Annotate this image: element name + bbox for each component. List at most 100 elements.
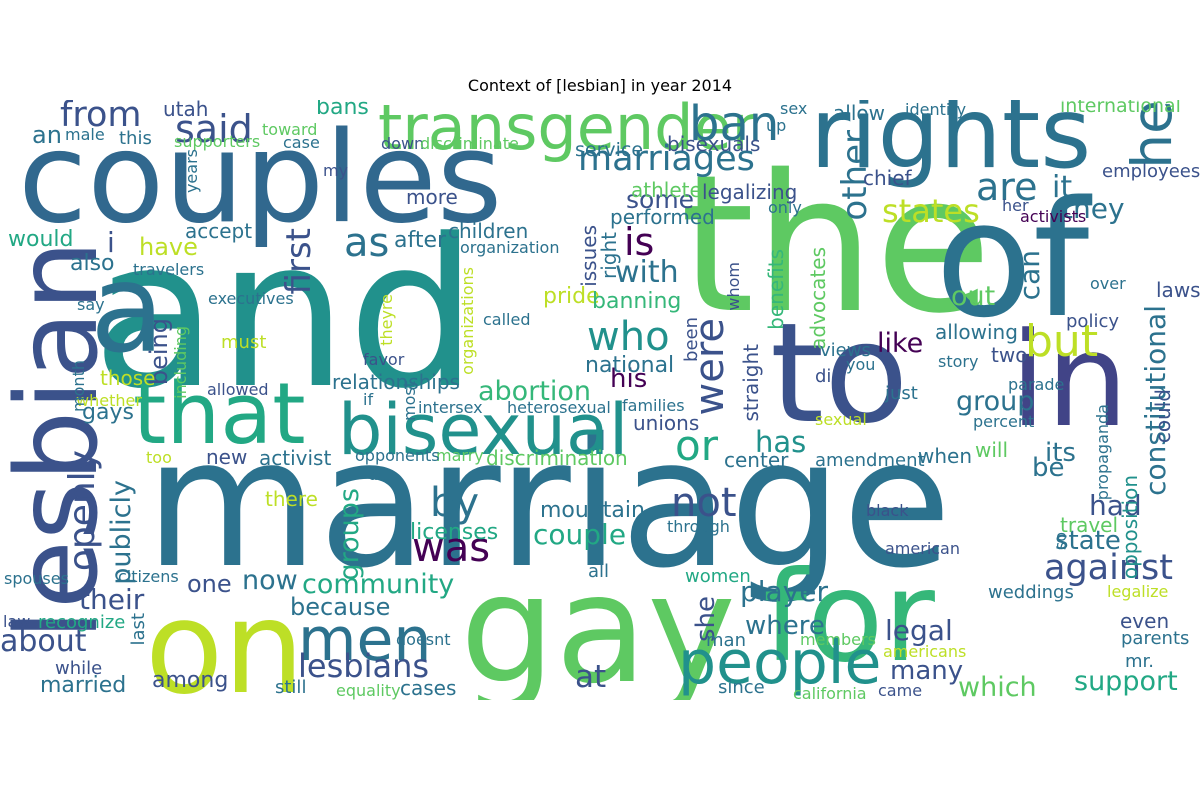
- cloud-word: benefits: [764, 249, 788, 330]
- cloud-word: was: [412, 525, 491, 571]
- cloud-word: against: [1044, 548, 1173, 588]
- cloud-word: they: [1062, 192, 1125, 225]
- cloud-word: lesbians: [298, 647, 430, 685]
- cloud-word: center: [724, 448, 789, 472]
- cloud-word: month: [69, 360, 88, 412]
- cloud-word: weddings: [988, 582, 1074, 603]
- cloud-word: theyre: [377, 294, 396, 346]
- cloud-word: there: [265, 487, 318, 511]
- cloud-word: laws: [1156, 278, 1200, 302]
- cloud-word: all: [588, 561, 610, 582]
- cloud-word: through: [667, 517, 730, 536]
- cloud-word: cases: [400, 676, 457, 700]
- cloud-word: who: [587, 314, 670, 360]
- cloud-word: down: [381, 134, 425, 153]
- cloud-word: did: [815, 366, 843, 387]
- cloud-word: i: [107, 226, 115, 259]
- cloud-word: came: [878, 681, 923, 700]
- cloud-word: ban: [689, 100, 780, 152]
- cloud-word: identity: [905, 100, 967, 119]
- cloud-word: parents: [1121, 628, 1190, 649]
- cloud-word: since: [718, 677, 765, 698]
- cloud-word: banning: [592, 289, 682, 314]
- cloud-word: its: [1045, 438, 1076, 468]
- cloud-word: members: [800, 630, 876, 649]
- cloud-word: you: [846, 355, 876, 374]
- cloud-word: male: [65, 125, 105, 144]
- cloud-word: must: [221, 332, 267, 353]
- cloud-word: couple: [533, 518, 627, 551]
- cloud-word: travel: [1060, 513, 1119, 537]
- cloud-word: now: [242, 565, 298, 596]
- cloud-word: activists: [1020, 207, 1087, 226]
- cloud-word: athletes: [631, 178, 713, 202]
- cloud-word: or: [675, 421, 718, 470]
- cloud-word: case: [283, 133, 320, 152]
- cloud-word: legal: [885, 614, 953, 647]
- cloud-word: because: [290, 593, 391, 621]
- cloud-word: straight: [739, 344, 763, 422]
- cloud-word: toward: [262, 120, 318, 139]
- cloud-word: accept: [185, 219, 253, 243]
- cloud-word: right: [597, 232, 621, 279]
- cloud-word: even: [1120, 609, 1170, 633]
- cloud-word: over: [1090, 274, 1126, 293]
- cloud-word: will: [975, 438, 1009, 462]
- cloud-word: called: [483, 310, 531, 329]
- cloud-word: new: [206, 445, 248, 469]
- cloud-word: bisexual: [338, 389, 629, 471]
- cloud-word: discriminate: [420, 134, 519, 153]
- cloud-word: one: [187, 570, 232, 598]
- cloud-word: those: [100, 366, 156, 390]
- cloud-word: too: [146, 448, 172, 467]
- cloud-word: this: [119, 128, 152, 149]
- cloud-word: executives: [208, 289, 294, 308]
- word-cloud: and marriage the of couples to in gay rights a on f…: [0, 100, 1200, 700]
- cloud-word: man: [706, 630, 746, 651]
- cloud-word: travelers: [133, 260, 205, 279]
- cloud-word: do: [368, 465, 388, 484]
- cloud-word: where: [745, 611, 825, 641]
- cloud-word: in: [1010, 304, 1129, 456]
- cloud-word: organizations: [458, 267, 477, 375]
- cloud-word: to: [770, 293, 909, 454]
- cloud-word: when: [918, 444, 973, 468]
- cloud-word: as: [344, 220, 390, 266]
- cloud-word: sex: [780, 100, 808, 118]
- cloud-word: community: [302, 569, 455, 600]
- cloud-word: pride: [543, 284, 600, 309]
- cloud-word: bisexuals: [667, 132, 761, 156]
- cloud-word: propaganda: [1093, 404, 1112, 501]
- cloud-word: abortion: [478, 376, 592, 407]
- cloud-word: like: [877, 328, 924, 359]
- cloud-word: more: [406, 185, 458, 209]
- cloud-word: national: [585, 353, 675, 378]
- cloud-word: years: [182, 149, 201, 194]
- cloud-word: states: [882, 192, 980, 230]
- cloud-word: group: [956, 386, 1035, 417]
- cloud-word: last: [128, 613, 149, 646]
- cloud-word: two: [991, 343, 1028, 367]
- cloud-word: sexual: [815, 410, 867, 429]
- cloud-word: have: [139, 233, 198, 261]
- cloud-word: at: [575, 659, 607, 695]
- cloud-word: percent: [973, 412, 1035, 431]
- cloud-word: service: [575, 139, 644, 161]
- cloud-word: heterosexual: [507, 398, 611, 417]
- cloud-word: her: [1002, 196, 1029, 215]
- cloud-word: opponents: [355, 446, 440, 465]
- cloud-word: would: [8, 227, 74, 252]
- cloud-word: americans: [883, 642, 967, 661]
- cloud-word: just: [885, 383, 918, 404]
- cloud-word: support: [1074, 666, 1178, 697]
- cloud-word: from: [60, 100, 142, 135]
- cloud-word: discrimination: [486, 446, 628, 470]
- cloud-word: that: [133, 365, 306, 464]
- cloud-word: which: [958, 672, 1037, 700]
- figure-title: Context of [lesbian] in year 2014: [467, 76, 733, 95]
- cloud-word: say: [77, 295, 105, 314]
- cloud-word: up: [766, 116, 787, 135]
- cloud-word: is: [624, 220, 655, 264]
- cloud-word: couples: [18, 104, 503, 251]
- cloud-word: recognize: [38, 612, 126, 633]
